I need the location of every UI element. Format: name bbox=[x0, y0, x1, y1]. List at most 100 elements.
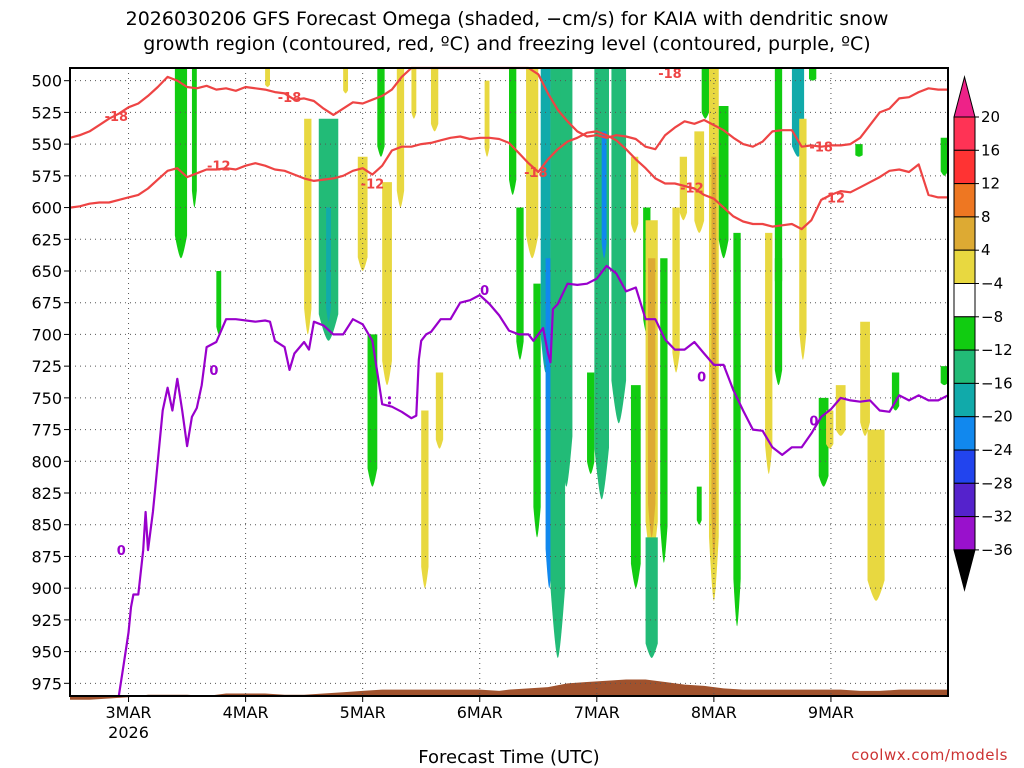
omega-region bbox=[516, 207, 524, 360]
colorbar-swatch bbox=[953, 149, 976, 185]
colorbar-label: −32 bbox=[981, 508, 1013, 526]
contour-label: -12 bbox=[822, 191, 846, 206]
omega-region bbox=[808, 68, 817, 81]
chart-title-line1: 2026030206 GFS Forecast Omega (shaded, −… bbox=[126, 8, 889, 30]
x-tick-label: 3MAR bbox=[106, 703, 152, 722]
y-tick-label: 900 bbox=[31, 579, 62, 598]
colorbar-swatch bbox=[953, 416, 976, 451]
y-tick-label: 525 bbox=[31, 103, 62, 122]
colorbar-label: −28 bbox=[981, 474, 1013, 492]
y-tick-label: 825 bbox=[31, 484, 62, 503]
colorbar: 20 16 12 8 4 −4 −8 −12 −16 −20 −24 −28 −32 −36 bbox=[953, 75, 1013, 592]
omega-region bbox=[367, 334, 378, 487]
colorbar-top-arrow bbox=[953, 75, 976, 118]
contour-label: 0 bbox=[480, 284, 489, 299]
omega-region bbox=[587, 372, 595, 474]
x-tick-label: 7MAR bbox=[574, 703, 620, 722]
y-tick-label: 550 bbox=[31, 135, 62, 154]
colorbar-bottom-arrow bbox=[953, 549, 976, 592]
omega-region bbox=[326, 207, 331, 322]
y-tick-label: 600 bbox=[31, 199, 62, 218]
omega-region bbox=[648, 258, 656, 538]
omega-region bbox=[265, 68, 270, 88]
colorbar-label: −36 bbox=[981, 541, 1013, 559]
colorbar-label: 20 bbox=[981, 108, 1000, 126]
colorbar-swatch bbox=[953, 349, 976, 384]
colorbar-label: 16 bbox=[981, 141, 1000, 159]
y-axis: 500 525 550 575 600 625 650 675 700 725 750 775 800 8… bbox=[31, 72, 70, 693]
omega-region bbox=[940, 366, 948, 386]
omega-region bbox=[174, 68, 188, 259]
x-tick-label: 6MAR bbox=[457, 703, 503, 722]
colorbar-swatch bbox=[953, 283, 976, 318]
colorbar-swatch bbox=[953, 116, 976, 151]
colorbar-swatch bbox=[953, 316, 976, 351]
y-tick-label: 925 bbox=[31, 611, 62, 630]
omega-region bbox=[835, 385, 846, 436]
omega-region bbox=[774, 68, 783, 310]
colorbar-swatch bbox=[953, 216, 976, 251]
omega-region bbox=[421, 410, 429, 589]
omega-region bbox=[711, 156, 717, 563]
colorbar-label: −8 bbox=[981, 308, 1003, 326]
contour-labels: -18 -18 -18 -18 -18 -12 -12 -12 -12 0 0 0 0 0 bbox=[105, 67, 846, 559]
omega-region bbox=[645, 537, 658, 658]
contour-label: -18 bbox=[105, 110, 129, 125]
omega-region bbox=[396, 68, 405, 208]
colorbar-swatch bbox=[953, 449, 976, 484]
contour-label: -18 bbox=[658, 67, 682, 82]
y-tick-label: 850 bbox=[31, 516, 62, 535]
colorbar-label: −4 bbox=[981, 275, 1003, 293]
x-tick-label: 8MAR bbox=[691, 703, 737, 722]
omega-region bbox=[509, 68, 517, 195]
credit-text: coolwx.com/models bbox=[851, 746, 1008, 764]
omega-region bbox=[860, 321, 870, 436]
colorbar-swatch bbox=[953, 183, 976, 218]
omega-region bbox=[891, 372, 900, 411]
plot-frame bbox=[69, 67, 949, 697]
omega-region bbox=[216, 270, 222, 335]
contour-line bbox=[117, 264, 949, 697]
omega-region bbox=[660, 258, 668, 563]
plot-area: -18 -18 -18 -18 -18 -12 -12 -12 -12 0 0 0 0 0 bbox=[69, 66, 949, 700]
y-tick-label: 725 bbox=[31, 357, 62, 376]
chart-title-line2: growth region (contoured, red, ºC) and f… bbox=[143, 33, 870, 55]
omega-region bbox=[630, 156, 639, 233]
contour-label: 0 bbox=[697, 370, 706, 385]
omega-region bbox=[679, 156, 688, 221]
omega-region bbox=[696, 486, 702, 525]
colorbar-label: 8 bbox=[981, 208, 991, 226]
omega-region bbox=[718, 106, 729, 259]
y-tick-label: 575 bbox=[31, 167, 62, 186]
terrain-area bbox=[70, 679, 948, 700]
omega-region bbox=[701, 68, 709, 119]
omega-region bbox=[560, 68, 573, 487]
omega-region bbox=[430, 68, 439, 132]
contour-label: 0 bbox=[809, 415, 818, 430]
omega-region bbox=[304, 118, 312, 335]
x-tick-label: 9MAR bbox=[808, 703, 854, 722]
contour-fragment bbox=[387, 396, 392, 400]
omega-region bbox=[774, 258, 783, 386]
omega-region bbox=[611, 68, 627, 424]
omega-region bbox=[533, 283, 541, 538]
y-tick-label: 875 bbox=[31, 547, 62, 566]
colorbar-label: 12 bbox=[981, 175, 1000, 193]
colorbar-swatch bbox=[953, 249, 976, 284]
y-tick-label: 750 bbox=[31, 389, 62, 408]
contour-label: -18 bbox=[524, 166, 548, 181]
y-tick-label: 650 bbox=[31, 262, 62, 281]
y-tick-label: 700 bbox=[31, 325, 62, 344]
omega-region bbox=[484, 80, 490, 157]
contour-label: 0 bbox=[209, 364, 218, 379]
y-tick-label: 975 bbox=[31, 674, 62, 693]
contour-label: -18 bbox=[278, 91, 302, 106]
omega-shading bbox=[174, 68, 948, 658]
x-tick-sublabel: 2026 bbox=[108, 723, 149, 742]
y-tick-label: 800 bbox=[31, 452, 62, 471]
terrain-fill bbox=[70, 679, 948, 700]
omega-region bbox=[601, 131, 607, 259]
contour-line bbox=[69, 130, 948, 231]
y-tick-label: 950 bbox=[31, 643, 62, 662]
